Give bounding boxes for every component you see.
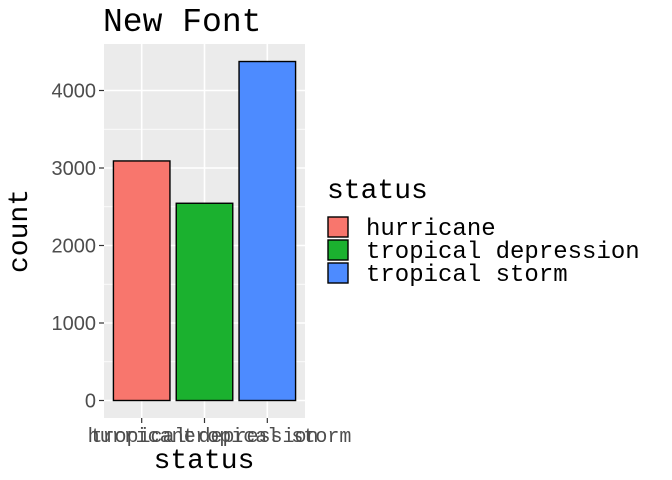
y-tick-label: 1000 <box>52 313 97 335</box>
y-tick-label: 2000 <box>52 236 97 258</box>
legend-key-hurricane <box>327 216 349 238</box>
y-axis-title: count <box>5 189 36 273</box>
legend-label: tropical storm <box>366 262 568 289</box>
x-tick-label: tropical storm <box>183 426 351 449</box>
legend-title: status <box>327 176 428 207</box>
x-tick-label: tropical depression <box>90 426 318 449</box>
y-tick-label: 4000 <box>52 81 97 103</box>
y-axis: 0 1000 2000 3000 4000 <box>52 81 104 413</box>
legend-label: hurricane <box>366 216 496 243</box>
bar-hurricane <box>112 160 171 402</box>
legend-key-tropical-depression <box>327 239 349 261</box>
y-tick-label: 3000 <box>52 158 97 180</box>
bar-tropical-storm <box>238 60 297 402</box>
bars <box>112 60 297 402</box>
legend-key-tropical-storm <box>327 262 349 284</box>
chart-title: New Font <box>103 4 261 41</box>
x-tick-label: hurricane <box>88 426 196 449</box>
y-tick-label: 0 <box>85 391 96 413</box>
x-axis-title: status <box>154 446 255 477</box>
bar-tropical-depression <box>175 202 234 402</box>
legend-label: tropical depression <box>366 239 640 266</box>
